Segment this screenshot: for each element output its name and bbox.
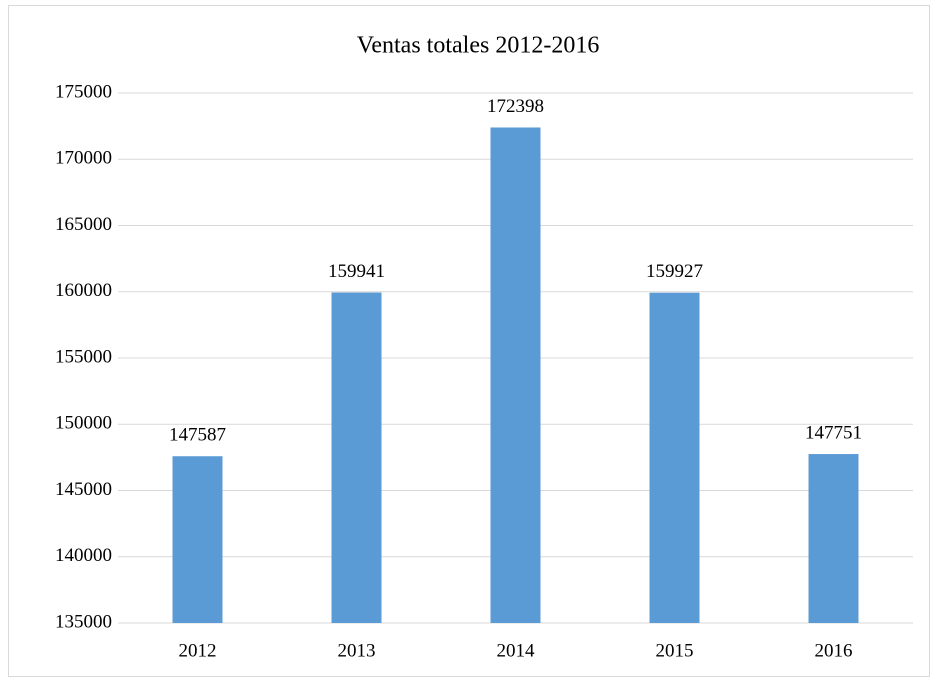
y-tick-label: 165000 [55,214,112,235]
y-tick-label: 175000 [55,81,112,102]
data-label: 159941 [328,261,385,282]
x-tick-label: 2014 [497,640,536,661]
y-tick-label: 150000 [55,413,112,434]
bar [649,292,700,623]
x-tick-label: 2016 [815,640,853,661]
data-label: 159927 [646,261,703,282]
chart-title: Ventas totales 2012-2016 [357,33,600,59]
y-tick-label: 155000 [55,346,112,367]
bar [331,292,382,623]
data-label: 147751 [805,422,862,443]
y-tick-label: 170000 [55,148,112,169]
y-tick-label: 160000 [55,280,112,301]
bar [490,127,541,623]
chart-border [8,5,930,677]
x-tick-label: 2012 [179,640,217,661]
data-label: 147587 [169,425,226,446]
bar [808,454,859,623]
y-tick-label: 140000 [55,545,112,566]
y-tick-label: 135000 [55,611,112,632]
bar [172,456,223,623]
x-tick-label: 2015 [656,640,694,661]
y-tick-label: 145000 [55,479,112,500]
data-label: 172398 [487,96,544,117]
x-tick-label: 2013 [338,640,376,661]
